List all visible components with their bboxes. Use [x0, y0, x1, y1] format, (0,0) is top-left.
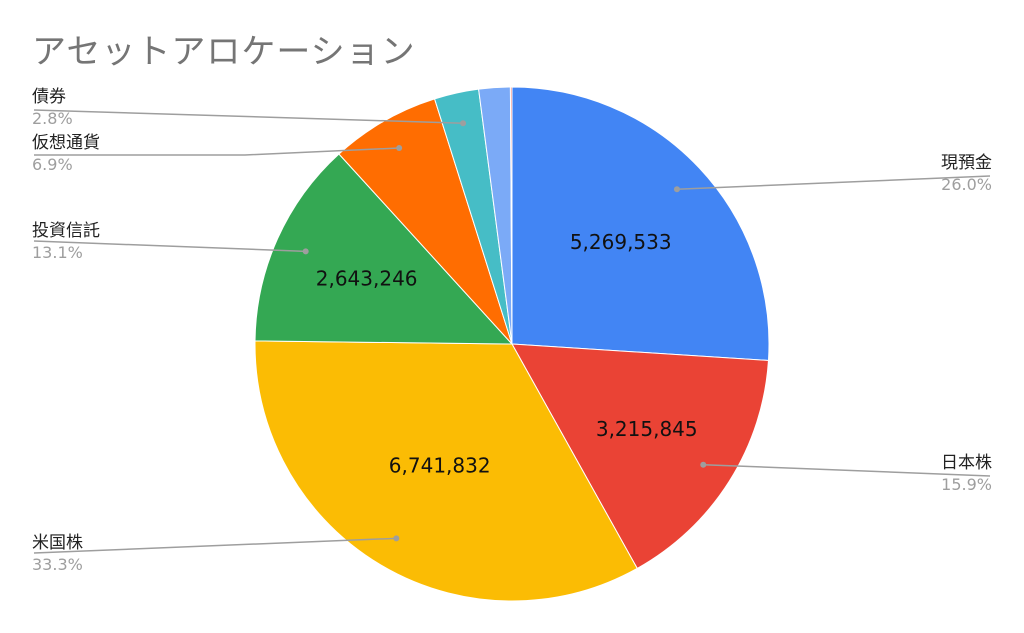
leader-line-1 [703, 463, 991, 477]
slice-percent-label-3: 13.1% [32, 243, 83, 262]
leader-line-3 [33, 240, 306, 253]
leader-line-0 [676, 175, 991, 191]
slice-name-label-1: 日本株 [941, 453, 992, 473]
slice-name-label-3: 投資信託 [32, 221, 100, 241]
slice-value-label-1: 3,215,845 [596, 417, 698, 441]
slice-percent-label-5: 2.8% [32, 109, 73, 128]
slice-name-label-4: 仮想通貨 [32, 133, 100, 153]
leader-line-2 [33, 537, 397, 554]
slice-percent-label-2: 33.3% [32, 555, 83, 574]
slice-value-label-3: 2,643,246 [316, 267, 418, 291]
slice-name-label-5: 債券 [32, 87, 66, 107]
pie-slice-1 [511, 343, 770, 570]
leader-line-4 [34, 147, 400, 156]
slice-value-label-0: 5,269,533 [570, 230, 672, 254]
chart-title: アセットアロケーション [32, 32, 416, 72]
leader-line-5 [33, 109, 464, 124]
slice-percent-label-1: 15.9% [941, 475, 992, 494]
pie-slice-0 [511, 86, 770, 361]
slice-percent-label-4: 6.9% [32, 155, 73, 174]
slice-name-label-0: 現預金 [941, 153, 992, 173]
pie-slice-3 [254, 153, 514, 345]
slice-name-label-2: 米国株 [32, 533, 83, 553]
slice-value-label-2: 6,741,832 [389, 453, 491, 477]
pie-slice-7 [509, 86, 513, 345]
pie-slice-2 [254, 340, 638, 602]
slice-percent-label-0: 26.0% [941, 175, 992, 194]
